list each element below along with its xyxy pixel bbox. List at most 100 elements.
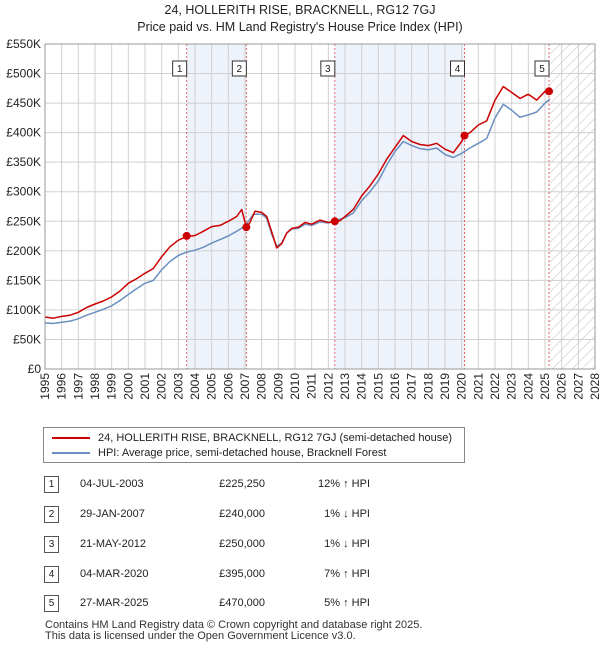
row-date: 04-MAR-2020 bbox=[80, 568, 149, 580]
x-tick-label: 2028 bbox=[588, 373, 600, 400]
row-date: 27-MAR-2025 bbox=[80, 597, 149, 609]
x-tick-label: 2016 bbox=[388, 373, 402, 400]
row-number-badge: 4 bbox=[44, 566, 59, 583]
row-hpi-diff: 1% ↓ HPI bbox=[324, 538, 370, 550]
sale-point-marker bbox=[330, 217, 339, 226]
x-tick-label: 2027 bbox=[571, 373, 585, 400]
sale-label-box bbox=[320, 60, 336, 77]
row-number-badge: 1 bbox=[44, 476, 59, 493]
y-tick-label: £550K bbox=[6, 37, 41, 51]
row-date: 21-MAY-2012 bbox=[80, 538, 147, 550]
y-tick-label: £0 bbox=[28, 362, 42, 376]
x-tick-label: 2009 bbox=[271, 373, 285, 400]
x-tick-label: 2002 bbox=[155, 373, 169, 400]
sale-label-box bbox=[172, 60, 188, 77]
row-hpi-diff: 7% ↑ HPI bbox=[324, 568, 370, 580]
x-tick-label: 2012 bbox=[321, 373, 335, 400]
sale-point-marker bbox=[242, 223, 251, 232]
footer-line-2: This data is licensed under the Open Gov… bbox=[45, 630, 356, 642]
y-tick-label: £50K bbox=[13, 332, 41, 346]
row-number-badge: 2 bbox=[44, 506, 59, 523]
x-tick-label: 2001 bbox=[138, 373, 152, 400]
sale-point-marker bbox=[182, 231, 191, 240]
shaded-ownership-period bbox=[334, 44, 465, 369]
y-tick-label: £200K bbox=[6, 244, 41, 258]
x-tick-label: 1997 bbox=[71, 373, 85, 400]
row-hpi-diff: 12% ↑ HPI bbox=[318, 478, 370, 490]
footer-attribution: Contains HM Land Registry data © Crown c… bbox=[45, 620, 422, 642]
x-tick-label: 2021 bbox=[471, 373, 485, 400]
x-tick-label: 2000 bbox=[121, 373, 135, 400]
sale-point-marker bbox=[545, 87, 553, 96]
sale-label-text: 2 bbox=[237, 64, 243, 75]
row-price: £395,000 bbox=[219, 568, 265, 580]
x-tick-label: 2008 bbox=[255, 373, 269, 400]
sale-point-marker bbox=[460, 131, 469, 140]
row-price: £240,000 bbox=[219, 508, 265, 520]
table-row: 3 21-MAY-2012 £250,000 1% ↓ HPI bbox=[0, 534, 600, 554]
x-tick-label: 2015 bbox=[371, 373, 385, 400]
row-hpi-diff: 1% ↓ HPI bbox=[324, 508, 370, 520]
x-tick-label: 1999 bbox=[105, 373, 119, 400]
x-tick-label: 2006 bbox=[221, 373, 235, 400]
table-row: 5 27-MAR-2025 £470,000 5% ↑ HPI bbox=[0, 593, 600, 613]
forecast-hatch-area bbox=[549, 44, 595, 369]
price-chart: 1 2 3 4 5 £0 £50K £100K £150K £200K £250K £300K £35… bbox=[6, 37, 600, 400]
table-row: 2 29-JAN-2007 £240,000 1% ↓ HPI bbox=[0, 504, 600, 524]
x-tick-label: 2024 bbox=[521, 373, 535, 400]
x-tick-label: 2007 bbox=[238, 373, 252, 400]
title-line-1: 24, HOLLERITH RISE, BRACKNELL, RG12 7GJ bbox=[164, 3, 436, 17]
x-tick-label: 2018 bbox=[421, 373, 435, 400]
legend-swatch-hpi bbox=[52, 452, 90, 454]
y-tick-label: £400K bbox=[6, 126, 41, 140]
row-number-badge: 5 bbox=[44, 595, 59, 612]
y-tick-label: £250K bbox=[6, 214, 41, 228]
legend-label-hpi: HPI: Average price, semi-detached house,… bbox=[98, 447, 387, 459]
footer-line-1: Contains HM Land Registry data © Crown c… bbox=[45, 619, 423, 631]
x-tick-label: 2004 bbox=[188, 373, 202, 400]
shaded-ownership-period bbox=[186, 44, 247, 369]
sale-label-box bbox=[450, 60, 465, 77]
legend-label-property: 24, HOLLERITH RISE, BRACKNELL, RG12 7GJ … bbox=[98, 432, 452, 444]
x-tick-label: 2026 bbox=[555, 373, 569, 400]
x-tick-label: 2020 bbox=[455, 373, 469, 400]
sale-label-text: 4 bbox=[455, 64, 461, 75]
row-hpi-diff: 5% ↑ HPI bbox=[324, 597, 370, 609]
x-tick-label: 2013 bbox=[338, 373, 352, 400]
row-number-badge: 3 bbox=[44, 536, 59, 553]
title-line-2: Price paid vs. HM Land Registry's House … bbox=[137, 20, 463, 34]
x-tick-label: 2023 bbox=[505, 373, 519, 400]
table-row: 1 04-JUL-2003 £225,250 12% ↑ HPI bbox=[0, 474, 600, 494]
row-price: £225,250 bbox=[219, 478, 265, 490]
x-tick-label: 2014 bbox=[355, 373, 369, 400]
x-tick-label: 2022 bbox=[488, 373, 502, 400]
legend-item-property: 24, HOLLERITH RISE, BRACKNELL, RG12 7GJ … bbox=[52, 431, 452, 445]
x-tick-label: 1998 bbox=[88, 373, 102, 400]
legend-item-hpi: HPI: Average price, semi-detached house,… bbox=[52, 446, 386, 460]
y-tick-label: £450K bbox=[6, 96, 41, 110]
sale-label-text: 3 bbox=[325, 64, 331, 75]
x-tick-label: 2011 bbox=[305, 373, 319, 399]
row-price: £250,000 bbox=[219, 538, 265, 550]
x-tick-label: 2003 bbox=[171, 373, 185, 400]
plot-background bbox=[45, 44, 595, 369]
x-tick-label: 1995 bbox=[38, 373, 52, 400]
y-tick-label: £100K bbox=[6, 303, 41, 317]
y-tick-label: £500K bbox=[6, 67, 41, 81]
x-tick-label: 2019 bbox=[438, 373, 452, 400]
table-row: 4 04-MAR-2020 £395,000 7% ↑ HPI bbox=[0, 564, 600, 584]
sale-label-text: 1 bbox=[177, 64, 183, 75]
row-price: £470,000 bbox=[219, 597, 265, 609]
sale-label-text: 5 bbox=[539, 64, 545, 75]
y-tick-label: £350K bbox=[6, 155, 41, 169]
x-tick-label: 2025 bbox=[538, 373, 552, 400]
row-date: 04-JUL-2003 bbox=[80, 478, 144, 490]
chart-legend: 24, HOLLERITH RISE, BRACKNELL, RG12 7GJ … bbox=[43, 427, 465, 463]
sale-label-box bbox=[534, 60, 550, 77]
row-date: 29-JAN-2007 bbox=[80, 508, 145, 520]
y-tick-label: £150K bbox=[6, 273, 41, 287]
sale-label-box bbox=[231, 60, 247, 77]
x-tick-label: 2010 bbox=[288, 373, 302, 400]
y-tick-label: £300K bbox=[6, 185, 41, 199]
x-tick-label: 2005 bbox=[205, 373, 219, 400]
